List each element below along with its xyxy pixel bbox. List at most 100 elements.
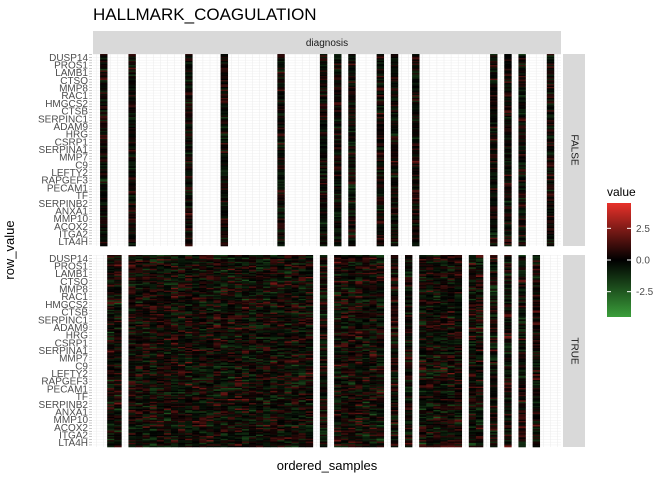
heatmap-cell — [128, 363, 136, 366]
heatmap-cell — [220, 312, 229, 315]
heatmap-cell — [390, 198, 399, 200]
heatmap-cell — [546, 237, 555, 240]
heatmap-cell — [185, 202, 193, 204]
heatmap-cell — [163, 364, 172, 367]
heatmap-cell — [227, 429, 236, 431]
heatmap-cell — [334, 218, 342, 221]
heatmap-cell — [490, 64, 498, 67]
heatmap-cell — [490, 114, 498, 117]
heatmap-cell — [107, 313, 115, 316]
heatmap-cell — [128, 334, 136, 337]
heatmap-cell — [220, 137, 229, 140]
heatmap-cell — [107, 412, 115, 415]
heatmap-cell — [185, 349, 193, 352]
heatmap-cell — [128, 383, 136, 386]
heatmap-cell — [319, 134, 328, 137]
heatmap-cell — [348, 244, 356, 247]
heatmap-cell — [149, 274, 158, 276]
heatmap-cell — [163, 286, 172, 289]
heatmap-cell — [156, 430, 165, 433]
heatmap-cell — [213, 372, 221, 375]
heatmap-cell — [171, 272, 179, 275]
heatmap-cell — [234, 333, 243, 335]
heatmap-cell — [220, 239, 229, 241]
heatmap-cell — [206, 378, 214, 381]
heatmap-cell — [178, 294, 186, 297]
heatmap-cell — [220, 344, 229, 346]
heatmap-cell — [185, 375, 193, 378]
heatmap-cell — [156, 337, 165, 339]
heatmap-cell — [185, 386, 193, 389]
heatmap-cell — [490, 215, 498, 218]
heatmap-cell — [156, 298, 165, 301]
heatmap-cell — [220, 60, 229, 63]
heatmap-cell — [149, 279, 158, 282]
heatmap-cell — [185, 370, 193, 372]
heatmap-cell — [490, 97, 498, 100]
heatmap-cell — [163, 386, 172, 389]
heatmap-cell — [227, 268, 236, 271]
heatmap-cell — [227, 430, 236, 433]
heatmap-cell — [241, 342, 250, 345]
heatmap-cell — [199, 270, 207, 272]
heatmap-cell — [114, 427, 122, 430]
heatmap-cell — [171, 356, 179, 359]
heatmap-cell — [192, 283, 200, 286]
heatmap-cell — [412, 130, 420, 133]
heatmap-cell — [227, 327, 236, 330]
heatmap-cell — [412, 88, 420, 90]
heatmap-cell — [128, 304, 136, 307]
heatmap-cell — [114, 304, 122, 307]
heatmap-cell — [171, 333, 179, 335]
heatmap-cell — [241, 374, 250, 376]
heatmap-cell — [185, 182, 193, 185]
heatmap-cell — [518, 239, 526, 241]
heatmap-cell — [128, 162, 136, 165]
heatmap-cell — [234, 397, 243, 400]
heatmap-cell — [114, 423, 122, 426]
heatmap-cell — [376, 210, 385, 213]
heatmap-cell — [234, 379, 243, 382]
heatmap-cell — [546, 232, 555, 234]
heatmap-cell — [142, 388, 151, 390]
heatmap-cell — [156, 389, 165, 392]
heatmap-cell — [334, 233, 342, 236]
heatmap-cell — [241, 388, 250, 390]
heatmap-cell — [100, 67, 108, 70]
heatmap-cell — [227, 322, 236, 324]
heatmap-cell — [142, 401, 151, 404]
heatmap-cell — [390, 182, 399, 185]
heatmap-cell — [241, 366, 250, 368]
heatmap-cell — [227, 305, 236, 308]
heatmap-cell — [518, 159, 526, 162]
heatmap-cell — [142, 378, 151, 381]
heatmap-cell — [227, 264, 236, 267]
heatmap-cell — [142, 381, 151, 383]
heatmap-cell — [504, 126, 512, 129]
heatmap-cell — [185, 389, 193, 392]
heatmap-cell — [518, 143, 526, 145]
heatmap-cell — [518, 96, 526, 99]
heatmap-cell — [412, 96, 420, 99]
heatmap-cell — [277, 69, 285, 71]
heatmap-cell — [199, 278, 207, 280]
heatmap-cell — [135, 426, 143, 429]
heatmap-cell — [178, 257, 186, 260]
heatmap-cell — [376, 77, 385, 79]
heatmap-cell — [135, 287, 143, 290]
heatmap-cell — [490, 67, 498, 70]
heatmap-cell — [100, 95, 108, 97]
heatmap-cell — [128, 307, 136, 309]
heatmap-cell — [390, 228, 399, 230]
heatmap-cell — [546, 93, 555, 96]
heatmap-cell — [334, 191, 342, 193]
heatmap-cell — [100, 233, 108, 236]
heatmap-cell — [220, 147, 229, 149]
heatmap-cell — [376, 144, 385, 147]
heatmap-cell — [135, 360, 143, 363]
heatmap-cell — [192, 441, 200, 444]
heatmap-cell — [206, 419, 214, 422]
heatmap-cell — [114, 401, 122, 404]
heatmap-cell — [234, 367, 243, 370]
heatmap-cell — [114, 436, 122, 438]
